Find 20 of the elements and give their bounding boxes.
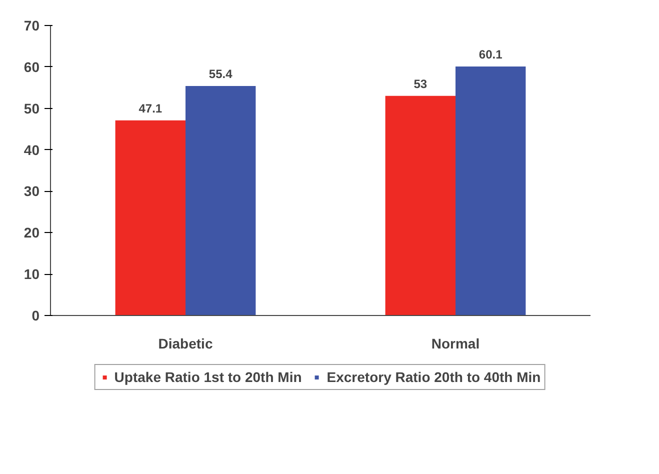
bar <box>456 66 526 316</box>
bar <box>186 86 256 316</box>
legend-label: Uptake Ratio 1st to 20th Min <box>114 368 302 384</box>
y-tick-label: 30 <box>24 183 40 200</box>
bar <box>115 120 186 316</box>
data-label: 53 <box>414 76 428 91</box>
bar <box>385 96 456 316</box>
y-tick-label: 20 <box>24 224 40 241</box>
y-tick-label: 70 <box>24 18 40 34</box>
data-label: 55.4 <box>208 66 233 81</box>
x-tick-label: Diabetic <box>158 336 213 352</box>
x-tick-label: Normal <box>431 336 480 352</box>
y-tick-label: 50 <box>24 100 40 116</box>
y-tick-label: 60 <box>24 58 40 75</box>
data-label: 47.1 <box>138 101 162 116</box>
y-tick-label: 40 <box>24 142 40 158</box>
data-label: 60.1 <box>478 48 503 62</box>
y-tick-label: 0 <box>32 308 40 324</box>
y-tick-label: 10 <box>24 266 40 282</box>
legend-label: Excretory Ratio 20th to 40th Min <box>326 368 541 384</box>
